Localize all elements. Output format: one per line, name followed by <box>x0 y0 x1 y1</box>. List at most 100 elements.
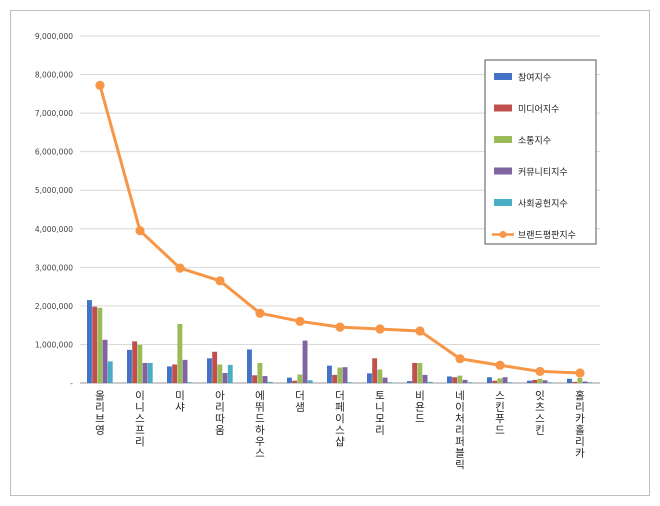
bar <box>567 378 572 383</box>
y-tick-label: 7,000,000 <box>35 109 73 118</box>
legend-label: 사회공헌지수 <box>518 199 568 210</box>
bar <box>367 373 372 383</box>
y-tick-label: 8,000,000 <box>35 71 73 80</box>
bar <box>262 376 268 383</box>
y-tick-label: - <box>70 379 73 388</box>
bar <box>187 382 193 383</box>
y-tick-label: 1,000,000 <box>35 340 73 349</box>
line-point <box>215 276 225 286</box>
line-point <box>255 308 265 318</box>
legend-swatch-marker <box>499 231 507 238</box>
line-point <box>295 316 305 326</box>
legend-swatch <box>494 167 512 175</box>
bar <box>452 377 458 383</box>
bar <box>127 349 132 383</box>
x-axis-labels: 올 리 브 영 이 니 스 프 리 미 샤 아 리 따 움 에 뛰 드 하 우 스 더 샘 더 페 이 스 샵 토 니 모 리 비 욘 드 네 이 처 리 퍼… <box>95 389 585 471</box>
legend-label: 소통지수 <box>518 136 551 147</box>
bar <box>462 379 468 383</box>
legend-swatch <box>494 136 512 143</box>
bar <box>247 349 252 383</box>
bar <box>417 362 423 383</box>
line-point <box>95 80 105 90</box>
bar <box>212 351 218 383</box>
bar <box>167 366 172 383</box>
line-point <box>415 326 425 336</box>
bar <box>547 382 553 383</box>
legend-label: 커뮤니티지수 <box>518 167 568 178</box>
bar <box>537 378 543 383</box>
legend-swatch <box>494 73 512 80</box>
bar <box>92 306 98 383</box>
bar <box>307 380 313 383</box>
bar <box>502 377 508 383</box>
y-tick-label: 3,000,000 <box>35 263 73 272</box>
bar <box>102 339 108 383</box>
bar <box>427 381 433 383</box>
bar <box>222 372 228 383</box>
bar <box>182 359 188 383</box>
bar <box>267 381 273 383</box>
bar <box>287 377 292 383</box>
bar <box>422 374 428 383</box>
bar <box>577 377 583 383</box>
bar <box>107 361 113 383</box>
bar <box>337 367 343 383</box>
bar <box>347 382 353 383</box>
bar <box>327 365 332 383</box>
bar <box>532 379 538 383</box>
y-tick-label: 6,000,000 <box>35 148 73 157</box>
bar <box>507 382 513 383</box>
legend-label: 브랜드평판지수 <box>518 230 576 241</box>
bar <box>487 377 492 383</box>
bar <box>332 374 338 383</box>
bar <box>527 380 532 383</box>
bar <box>387 382 393 383</box>
bar <box>147 362 153 383</box>
bar <box>492 380 498 383</box>
bar <box>377 369 383 383</box>
bar <box>172 364 178 383</box>
line-point <box>175 263 185 273</box>
y-tick-label: 5,000,000 <box>35 186 73 195</box>
y-tick-label: 2,000,000 <box>35 302 73 311</box>
legend-swatch <box>494 104 512 112</box>
y-tick-label: 4,000,000 <box>35 225 73 234</box>
bar <box>302 340 308 383</box>
bar <box>342 367 348 383</box>
legend-swatch <box>494 199 512 206</box>
line-point <box>455 354 465 364</box>
bar <box>207 358 212 383</box>
bar <box>372 358 378 383</box>
bar <box>227 364 233 383</box>
line-point <box>135 226 145 236</box>
bar <box>297 374 303 383</box>
legend-box <box>484 59 597 245</box>
bar <box>292 380 298 383</box>
bar <box>87 300 92 383</box>
bar <box>382 377 388 383</box>
bar-series <box>87 300 593 383</box>
bar <box>132 341 138 383</box>
bar <box>142 362 148 383</box>
line-point <box>535 366 545 377</box>
bar <box>572 381 578 383</box>
bar <box>97 307 103 383</box>
bar <box>447 376 452 383</box>
bar <box>467 382 473 383</box>
y-axis-ticks: - 1,000,000 2,000,000 3,000,000 4,000,000 5,0… <box>35 32 73 388</box>
